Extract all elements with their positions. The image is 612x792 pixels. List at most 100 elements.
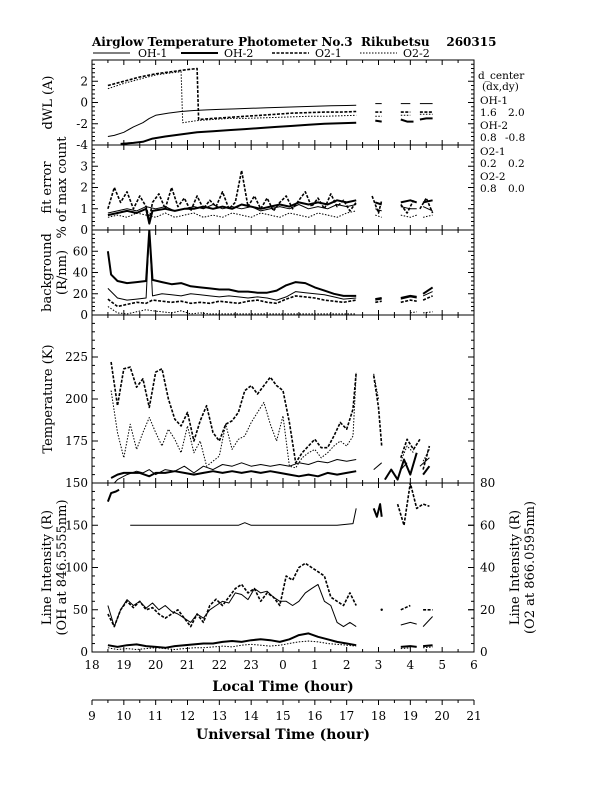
series-line-oh-1 bbox=[375, 298, 382, 301]
x-tick-label-local: 23 bbox=[244, 658, 259, 672]
x-tick-label-local: 21 bbox=[180, 658, 195, 672]
x-tick-label-local: 1 bbox=[311, 658, 319, 672]
series-line-o2-1 bbox=[400, 438, 421, 459]
series-line-oh-1 bbox=[422, 291, 433, 297]
series-line-o2-2 bbox=[410, 311, 417, 314]
y-right-tick-label: 0 bbox=[480, 645, 488, 659]
y-tick-label: 0 bbox=[80, 96, 88, 110]
y-right-tick-label: 40 bbox=[480, 561, 495, 575]
series-line-o2-2 bbox=[107, 640, 357, 650]
legend-label-oh-2: OH-2 bbox=[224, 47, 253, 60]
x-axis-label-local: Local Time (hour) bbox=[212, 679, 354, 695]
series-line-o2-2 bbox=[107, 306, 357, 315]
y-tick-label: 2 bbox=[80, 74, 88, 88]
y-tick-label: 175 bbox=[65, 434, 88, 448]
y-tick-label: 150 bbox=[65, 476, 88, 490]
y-tick-label: -2 bbox=[76, 117, 88, 131]
y-tick-label: 40 bbox=[73, 266, 88, 280]
series-line-oh-2 bbox=[120, 121, 357, 145]
series-line-oh-2 bbox=[107, 632, 357, 649]
y-axis-label: Temperature (K) bbox=[41, 344, 56, 453]
series-line-o2-2 bbox=[400, 445, 414, 462]
d-center-o21-dx: 0.2 bbox=[480, 158, 497, 170]
series-line-o2-2 bbox=[373, 373, 379, 400]
y-axis-label-2: (OH at 846.5555nm) bbox=[55, 499, 70, 635]
x-tick-label-local: 4 bbox=[407, 658, 415, 672]
series-group bbox=[106, 230, 434, 315]
d-center-oh1-dy: 2.0 bbox=[508, 107, 525, 119]
x-tick-label-local: 18 bbox=[84, 658, 99, 672]
d-center-sidebar: d_center (dx,dy) OH-1 1.6 2.0 OH-2 0.8 -… bbox=[478, 70, 525, 195]
x-tick-label-ut: 9 bbox=[88, 709, 96, 723]
series-line-oh-1 bbox=[107, 104, 357, 137]
panel-fit: 0 1 2 3 fit error% of max count bbox=[40, 136, 475, 238]
series-line-o2-1 bbox=[110, 361, 357, 464]
series-line-o2-2 bbox=[400, 647, 411, 650]
d-center-o21-dy: 0.2 bbox=[508, 158, 525, 170]
legend-label-o2-2: O2-2 bbox=[403, 47, 430, 60]
y-tick-label: 100 bbox=[65, 561, 88, 575]
series-line-oh-2 bbox=[400, 294, 417, 299]
y-tick-label: 200 bbox=[65, 392, 88, 406]
d-center-o21-label: O2-1 bbox=[480, 146, 506, 158]
x-tick-label-local: 5 bbox=[438, 658, 446, 672]
series-line-o2-1 bbox=[107, 562, 357, 628]
series-line-o2-1 bbox=[419, 197, 434, 214]
y-tick-label: 50 bbox=[73, 603, 88, 617]
series-line-o2-2 bbox=[110, 373, 357, 469]
y-tick-label: 150 bbox=[65, 518, 88, 532]
series-line-o2-2 bbox=[422, 214, 433, 218]
d-center-subheading: (dx,dy) bbox=[482, 81, 519, 93]
series-line-o2-1 bbox=[400, 199, 415, 214]
series-group bbox=[107, 67, 433, 145]
series-line-oh-1 bbox=[373, 462, 383, 470]
series-line-o2-1 bbox=[400, 604, 411, 611]
series-line-oh-1 bbox=[130, 508, 357, 526]
panel-dwl: -4 -2 0 2 dWL (A) bbox=[41, 59, 475, 152]
d-center-o22-dy: 0.0 bbox=[508, 183, 525, 195]
d-center-o22-label: O2-2 bbox=[480, 171, 506, 183]
series-line-oh-2 bbox=[375, 119, 382, 123]
series-line-o2-1 bbox=[375, 300, 382, 304]
series-line-o2-2 bbox=[107, 210, 357, 218]
series-point-o2-1 bbox=[380, 608, 383, 611]
y-right-axis-label-2: (O2 at 866.0595nm) bbox=[523, 501, 538, 634]
y-right-tick-label: 20 bbox=[480, 603, 495, 617]
series-line-o2-2 bbox=[375, 214, 382, 218]
series-line-oh-2 bbox=[423, 644, 433, 648]
series-line-oh-2 bbox=[375, 297, 382, 301]
series-line-oh-2 bbox=[372, 503, 383, 518]
panel-temp: 150 175 200 225 Temperature (K) bbox=[41, 314, 475, 490]
x-tick-label-local: 0 bbox=[279, 658, 287, 672]
legend: OH-1 OH-2 O2-1 O2-2 bbox=[93, 47, 430, 60]
series-line-oh-1 bbox=[400, 206, 417, 210]
d-center-oh1-label: OH-1 bbox=[480, 95, 508, 107]
series-group bbox=[106, 483, 433, 650]
series-line-oh-2 bbox=[400, 199, 418, 204]
series-line-oh-1 bbox=[419, 457, 430, 467]
chart-title: Airglow Temperature Photometer No.3 Riku… bbox=[91, 35, 496, 49]
series-line-oh-2 bbox=[106, 488, 120, 502]
series-line-o2-2 bbox=[423, 311, 433, 314]
y-axis-label: background bbox=[40, 233, 55, 312]
series-group bbox=[107, 169, 434, 225]
y-tick-label: 20 bbox=[73, 287, 88, 301]
y-axis-label: fit error bbox=[40, 161, 55, 214]
series-line-o2-1 bbox=[107, 295, 357, 308]
y-tick-label: 1 bbox=[80, 202, 88, 216]
y-tick-label: 0 bbox=[80, 645, 88, 659]
series-line-o2-2 bbox=[422, 449, 430, 462]
x-tick-label-local: 3 bbox=[375, 658, 383, 672]
x-tick-label-ut: 19 bbox=[403, 709, 418, 723]
series-line-o2-1 bbox=[371, 195, 383, 214]
d-center-oh2-dx: 0.8 bbox=[480, 132, 497, 144]
series-line-o2-1 bbox=[107, 169, 357, 221]
y-tick-label: 0 bbox=[80, 223, 88, 237]
x-tick-label-ut: 15 bbox=[275, 709, 290, 723]
y-tick-label: 0 bbox=[80, 308, 88, 322]
y-tick-label: 60 bbox=[73, 244, 88, 258]
